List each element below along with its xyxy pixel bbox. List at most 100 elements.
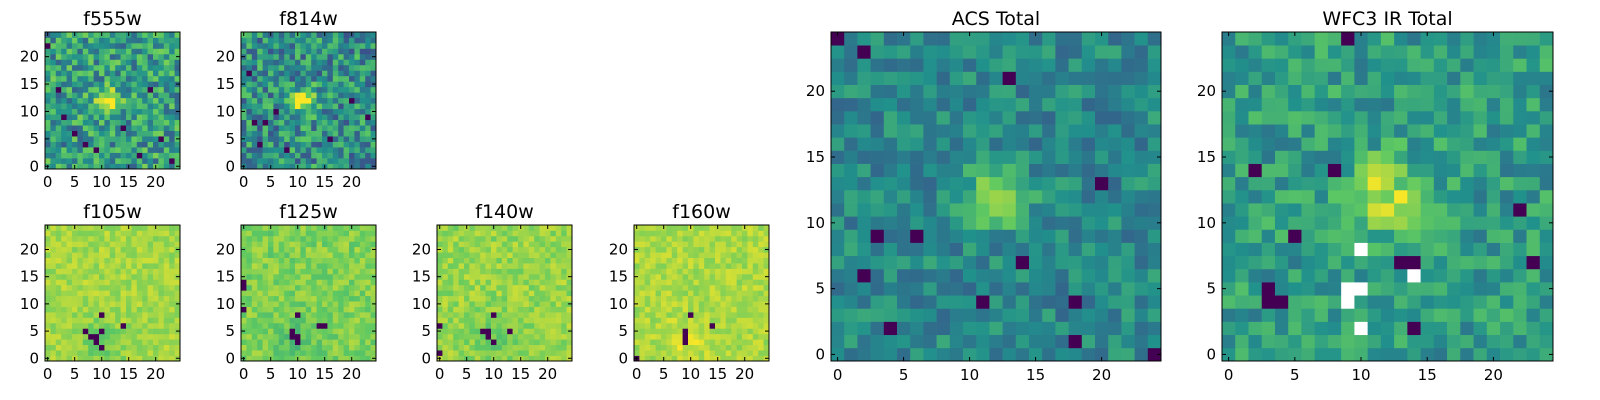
heatmap-cell xyxy=(343,225,350,231)
heatmap-cell xyxy=(491,252,497,258)
heatmap-cell xyxy=(1261,176,1276,191)
heatmap-cell xyxy=(262,279,269,286)
heatmap-cell xyxy=(120,163,127,170)
heatmap-cell xyxy=(666,322,673,329)
heatmap-cell xyxy=(349,97,355,104)
heatmap-cell xyxy=(742,290,748,297)
heatmap-cell xyxy=(131,312,138,318)
heatmap-cell xyxy=(442,322,449,329)
heatmap-cell xyxy=(327,37,334,44)
heatmap-cell xyxy=(1500,268,1514,283)
heatmap-cell xyxy=(923,216,937,230)
heatmap-cell xyxy=(295,119,301,126)
heatmap-cell xyxy=(758,246,764,253)
heatmap-cell xyxy=(284,32,290,38)
heatmap-cell xyxy=(539,279,546,286)
heatmap-cell xyxy=(523,273,530,280)
heatmap-cell xyxy=(736,246,743,253)
heatmap-cell xyxy=(1055,150,1069,164)
heatmap-cell xyxy=(305,225,312,231)
heatmap-cell xyxy=(474,230,481,237)
heatmap-cell xyxy=(655,344,662,351)
heatmap-cell xyxy=(1002,308,1017,322)
heatmap-cell xyxy=(305,252,312,258)
heatmap-cell xyxy=(153,241,159,248)
heatmap-cell xyxy=(1407,203,1421,217)
heatmap-cell xyxy=(844,97,858,112)
heatmap-cell xyxy=(50,114,57,121)
heatmap-cell xyxy=(523,328,530,335)
heatmap-cell xyxy=(365,241,371,248)
heatmap-cell xyxy=(72,59,78,66)
heatmap-cell xyxy=(289,241,296,248)
heatmap-cell xyxy=(273,75,280,82)
heatmap-cell xyxy=(66,97,73,104)
heatmap-cell xyxy=(136,86,143,93)
heatmap-cell xyxy=(72,333,78,340)
heatmap-cell xyxy=(93,64,100,71)
heatmap-cell xyxy=(300,355,307,362)
heatmap-cell xyxy=(241,75,247,82)
heatmap-cell xyxy=(109,37,116,44)
heatmap-cell xyxy=(857,176,871,191)
heatmap-cell xyxy=(147,241,154,248)
heatmap-cell xyxy=(61,322,67,329)
heatmap-cell xyxy=(262,141,269,148)
heatmap-cell xyxy=(704,328,710,335)
heatmap-cell xyxy=(566,322,573,329)
heatmap-cell xyxy=(126,317,132,324)
heatmap-cell xyxy=(305,301,312,307)
heatmap-cell xyxy=(77,75,84,82)
heatmap-cell xyxy=(284,350,290,356)
heatmap-cell xyxy=(458,350,465,356)
heatmap-cell xyxy=(528,295,535,302)
heatmap-cell xyxy=(1248,255,1263,270)
heatmap-cell xyxy=(278,241,285,248)
heatmap-cell xyxy=(262,317,269,324)
heatmap-cell xyxy=(661,306,667,313)
heatmap-cell xyxy=(747,317,754,324)
heatmap-cell xyxy=(246,301,253,307)
heatmap-cell xyxy=(763,279,770,286)
heatmap-cell xyxy=(1447,321,1461,336)
heatmap-cell xyxy=(115,152,121,159)
heatmap-cell xyxy=(1134,255,1149,270)
heatmap-cell xyxy=(163,42,170,49)
heatmap-cell xyxy=(343,70,350,77)
heatmap-cell xyxy=(142,257,148,264)
heatmap-cell xyxy=(169,322,175,329)
heatmap-cell xyxy=(316,147,323,153)
heatmap-cell xyxy=(512,230,519,237)
heatmap-cell xyxy=(758,333,764,340)
heatmap-cell xyxy=(1081,32,1096,46)
heatmap-cell xyxy=(1513,163,1527,178)
heatmap-cell xyxy=(480,312,486,318)
heatmap-cell xyxy=(338,306,344,313)
heatmap-cell xyxy=(311,53,317,60)
heatmap-cell xyxy=(507,230,513,237)
heatmap-cell xyxy=(709,230,716,237)
heatmap-cell xyxy=(693,263,700,269)
heatmap-cell xyxy=(359,306,366,313)
heatmap-cell xyxy=(72,119,78,126)
heatmap-cell xyxy=(284,273,290,280)
heatmap-cell xyxy=(50,230,57,237)
heatmap-cell xyxy=(644,333,651,340)
heatmap-cell xyxy=(1015,58,1030,72)
heatmap-cell xyxy=(322,263,328,269)
heatmap-cell xyxy=(370,119,377,126)
heatmap-cell xyxy=(300,279,307,286)
heatmap-cell xyxy=(1134,150,1149,164)
heatmap-cell xyxy=(661,328,667,335)
heatmap-cell xyxy=(136,257,143,264)
heatmap-cell xyxy=(66,322,73,329)
heatmap-cell xyxy=(343,322,350,329)
heatmap-cell xyxy=(1015,308,1030,322)
heatmap-cell xyxy=(453,295,459,302)
heatmap-cell xyxy=(158,301,165,307)
heatmap-cell xyxy=(1500,189,1514,204)
heatmap-cell xyxy=(109,284,116,291)
heatmap-cell xyxy=(174,92,181,99)
heatmap-cell xyxy=(343,103,350,110)
